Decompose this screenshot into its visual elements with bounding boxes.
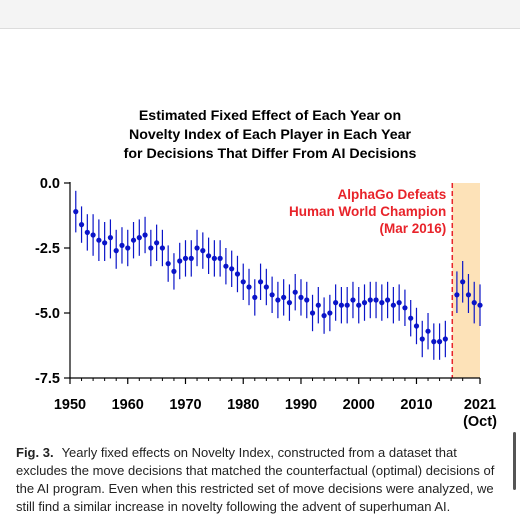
data-point xyxy=(309,310,316,316)
data-point xyxy=(246,284,252,290)
data-point xyxy=(379,300,385,306)
data-point xyxy=(385,297,391,303)
data-point xyxy=(130,237,137,243)
event-annotation-line: Human World Champion xyxy=(289,204,446,219)
data-point xyxy=(78,222,85,228)
data-point xyxy=(413,323,420,329)
data-point xyxy=(148,245,154,251)
data-point xyxy=(119,242,125,248)
data-point xyxy=(304,297,310,303)
data-point xyxy=(425,328,431,334)
data-point xyxy=(454,292,460,298)
x-tick-label: 1980 xyxy=(227,397,259,413)
data-point xyxy=(333,300,339,306)
data-point xyxy=(136,235,142,241)
data-point xyxy=(419,336,425,342)
chart-title: Estimated Fixed Effect of Each Year on N… xyxy=(40,107,500,164)
data-point xyxy=(200,248,206,254)
data-point xyxy=(361,300,368,306)
y-tick-label: -7.5 xyxy=(35,371,60,387)
x-tick-label: 1970 xyxy=(169,397,201,413)
data-point xyxy=(182,255,189,261)
data-point xyxy=(298,294,304,300)
data-point xyxy=(373,297,379,303)
data-point xyxy=(292,289,298,295)
scrollbar-thumb[interactable] xyxy=(513,432,516,490)
data-point xyxy=(367,297,373,303)
data-point xyxy=(436,339,443,345)
data-point xyxy=(408,315,414,321)
data-point xyxy=(159,245,165,251)
data-point xyxy=(390,302,396,308)
data-point xyxy=(263,284,269,290)
data-point xyxy=(344,302,350,308)
data-point xyxy=(442,336,448,342)
data-point xyxy=(102,240,108,246)
data-point xyxy=(177,258,183,264)
caption-text: Yearly fixed effects on Novelty Index, c… xyxy=(16,445,495,514)
data-point xyxy=(165,261,171,267)
data-point xyxy=(471,300,477,306)
data-point xyxy=(96,237,102,243)
y-tick-label: 0.0 xyxy=(40,176,60,192)
data-point xyxy=(269,292,275,298)
data-point xyxy=(90,232,96,238)
x-tick-label: 1990 xyxy=(285,397,317,413)
data-point xyxy=(107,235,114,241)
x-tick-label: 1960 xyxy=(112,397,144,413)
data-point xyxy=(356,302,362,308)
data-point xyxy=(154,240,160,246)
chart-title-line: for Decisions That Differ From AI Decisi… xyxy=(123,146,417,162)
data-point xyxy=(460,279,466,285)
data-point xyxy=(217,255,223,261)
data-point xyxy=(327,310,333,316)
data-point xyxy=(84,229,90,235)
data-point xyxy=(194,245,200,251)
data-point xyxy=(338,302,345,308)
browser-top-bar xyxy=(0,0,520,29)
x-tick-label: 1950 xyxy=(54,397,86,413)
data-point xyxy=(477,302,483,308)
data-point xyxy=(205,253,212,259)
event-annotation-line: (Mar 2016) xyxy=(379,221,446,236)
novelty-index-chart: AlphaGo Defeats Human World Champion (Mar … xyxy=(35,176,497,430)
figure-caption: Fig. 3. Yearly fixed effects on Novelty I… xyxy=(16,444,508,516)
x-tick-label: 2010 xyxy=(400,397,432,413)
x-tick-sublabel: (Oct) xyxy=(463,414,497,430)
data-point xyxy=(229,266,235,272)
x-tick-label: 2000 xyxy=(343,397,375,413)
data-point xyxy=(257,279,264,285)
data-point xyxy=(402,305,408,311)
data-point xyxy=(211,255,217,261)
data-point xyxy=(125,245,131,251)
event-annotation-line: AlphaGo Defeats xyxy=(338,187,447,202)
chart-title-line: Estimated Fixed Effect of Each Year on xyxy=(138,108,402,124)
data-point xyxy=(465,292,472,298)
data-point xyxy=(396,300,402,306)
data-point xyxy=(240,279,246,285)
data-point xyxy=(113,248,119,254)
data-point xyxy=(234,271,241,277)
y-tick-label: -5.0 xyxy=(35,306,60,322)
data-point xyxy=(286,300,293,306)
data-point xyxy=(223,263,229,269)
data-point xyxy=(275,297,281,303)
chart-title-line: Novelty Index of Each Player in Each Yea… xyxy=(128,127,412,143)
data-point xyxy=(188,255,194,261)
data-point xyxy=(73,209,79,215)
y-tick-label: -2.5 xyxy=(35,241,60,257)
data-point xyxy=(431,339,437,345)
x-tick-label: 2021 xyxy=(464,397,496,413)
data-point xyxy=(350,297,356,303)
data-point xyxy=(315,302,321,308)
data-point xyxy=(252,294,258,300)
figure-label: Fig. 3. xyxy=(16,445,54,460)
data-point xyxy=(281,294,287,300)
data-point xyxy=(321,313,327,319)
data-point xyxy=(171,268,177,274)
data-point xyxy=(142,232,148,238)
